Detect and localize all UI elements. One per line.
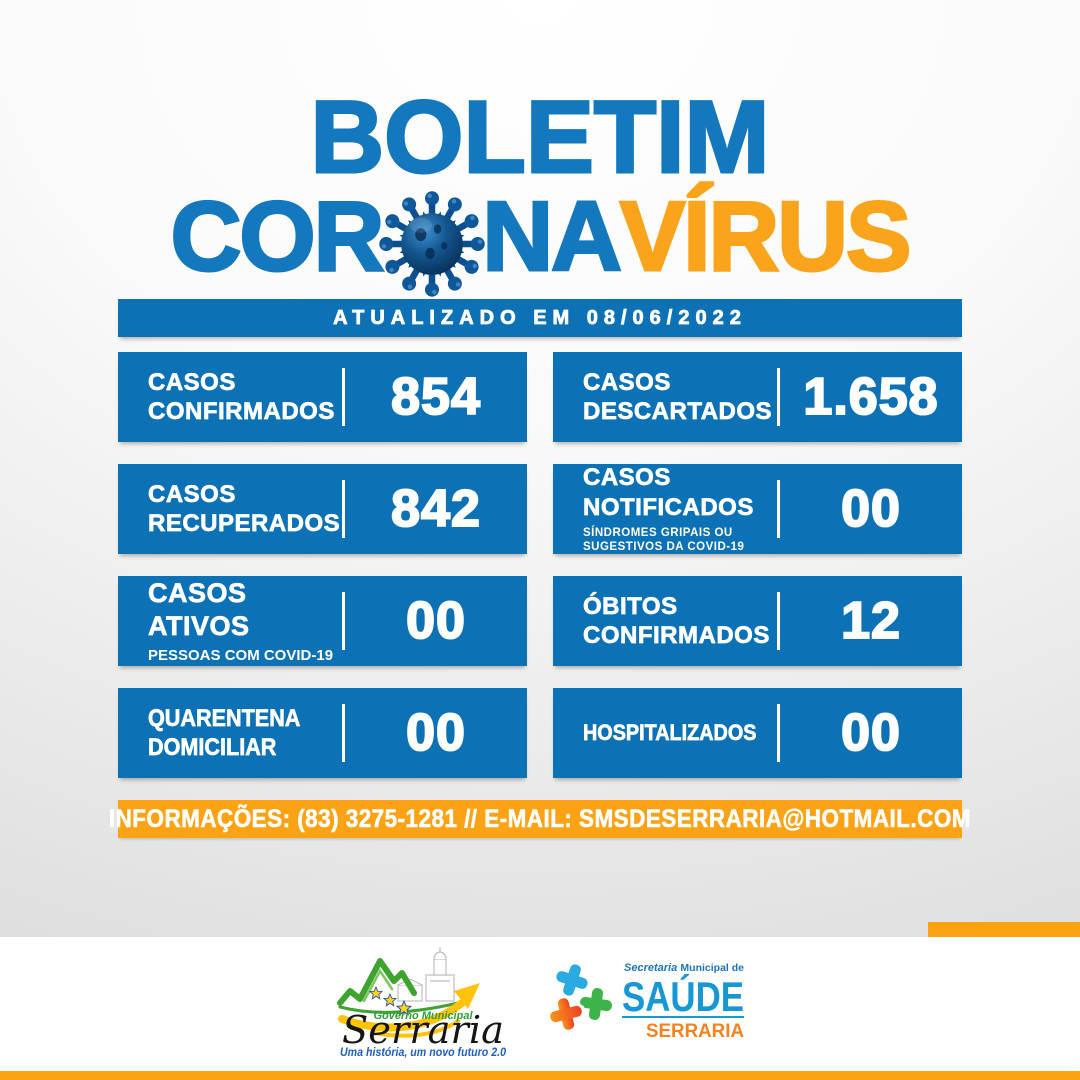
gov-logo: Governo Municipal Serraria Uma história,… <box>334 945 512 1064</box>
title-line-boletim: BOLETIM <box>309 80 771 194</box>
card-divider <box>777 480 780 538</box>
health-logo-municipal-de: Municipal de <box>680 962 744 974</box>
card-label-wrap: QUARENTENA DOMICILIAR <box>118 704 342 763</box>
card-divider <box>342 592 345 650</box>
card-label: CASOS DESCARTADOS <box>583 368 773 425</box>
stars-icon <box>368 985 413 1016</box>
card-divider <box>777 592 780 650</box>
health-logo-saude: SAÚDE <box>622 972 744 1020</box>
card-label: CASOS CONFIRMADOS <box>148 368 335 425</box>
health-logo: Secretaria Municipal de SAÚDE SERRARIA <box>542 952 746 1057</box>
title-virus: VÍRUS <box>618 181 913 291</box>
contact-banner-text: INFORMAÇÕES: (83) 3275-1281 // E-MAIL: S… <box>108 804 972 833</box>
card-value: 00 <box>840 479 901 539</box>
card-divider <box>342 704 345 762</box>
gov-logo-tagline: Uma história, um novo futuro 2.0 <box>340 1047 507 1059</box>
contact-banner: INFORMAÇÕES: (83) 3275-1281 // E-MAIL: S… <box>109 800 971 838</box>
main-title: BOLETIM COR <box>0 80 1080 297</box>
card-label: HOSPITALIZADOS <box>583 719 757 745</box>
card-casos-confirmados: CASOS CONFIRMADOS 854 <box>118 352 527 442</box>
card-label: CASOS RECUPERADOS <box>148 480 341 537</box>
side-accent-strip <box>928 922 1080 937</box>
card-label-wrap: CASOS CONFIRMADOS <box>118 368 342 427</box>
bottom-accent-strip <box>0 1071 1080 1080</box>
card-label-wrap: CASOS DESCARTADOS <box>553 368 777 427</box>
card-label: CASOS NOTIFICADOS <box>583 464 754 521</box>
title-na: NA <box>481 181 624 291</box>
card-divider <box>342 480 345 538</box>
stats-grid: CASOS CONFIRMADOS 854 CASOS DESCARTADOS … <box>118 352 962 778</box>
health-logo-secretaria: Secretaria <box>624 962 677 974</box>
card-casos-recuperados: CASOS RECUPERADOS 842 <box>118 464 527 554</box>
card-label: CASOS ATIVOS <box>148 577 250 641</box>
card-value: 854 <box>390 367 481 427</box>
card-value: 00 <box>840 703 901 763</box>
card-label-wrap: ÓBITOS CONFIRMADOS <box>553 592 777 651</box>
card-sublabel: PESSOAS COM COVID-19 <box>148 646 334 664</box>
card-value: 00 <box>405 703 466 763</box>
card-value: 00 <box>405 591 466 651</box>
gov-logo-name: Serraria <box>342 1008 504 1052</box>
buildings-sketch-icon <box>397 946 455 1002</box>
card-casos-notificados: CASOS NOTIFICADOS SÍNDROMES GRIPAIS OU S… <box>553 464 962 554</box>
card-casos-ativos: CASOS ATIVOS PESSOAS COM COVID-19 00 <box>118 576 527 666</box>
card-label: ÓBITOS CONFIRMADOS <box>583 592 770 649</box>
health-logo-serraria: SERRARIA <box>646 1021 744 1042</box>
card-label-wrap: CASOS RECUPERADOS <box>118 480 342 539</box>
update-banner-text: ATUALIZADO EM 08/06/2022 <box>333 306 747 329</box>
card-sublabel: SÍNDROMES GRIPAIS OU SUGESTIVOS DA COVID… <box>583 526 745 554</box>
title-line-coronavirus: COR <box>0 180 1080 297</box>
card-divider <box>777 368 780 426</box>
card-value: 842 <box>390 479 481 539</box>
card-label-wrap: CASOS ATIVOS PESSOAS COM COVID-19 <box>118 577 342 666</box>
card-quarentena-domiciliar: QUARENTENA DOMICILIAR 00 <box>118 688 527 778</box>
card-obitos-confirmados: ÓBITOS CONFIRMADOS 12 <box>553 576 962 666</box>
coronavirus-icon <box>376 188 488 300</box>
card-value: 12 <box>840 591 901 651</box>
card-label-wrap: HOSPITALIZADOS <box>553 719 777 747</box>
footer: Governo Municipal Serraria Uma história,… <box>0 937 1080 1071</box>
card-hospitalizados: HOSPITALIZADOS 00 <box>553 688 962 778</box>
card-label-wrap: CASOS NOTIFICADOS SÍNDROMES GRIPAIS OU S… <box>553 463 777 554</box>
card-casos-descartados: CASOS DESCARTADOS 1.658 <box>553 352 962 442</box>
health-cross-icon <box>542 954 619 1038</box>
title-cor: COR <box>169 181 386 291</box>
card-value: 1.658 <box>802 367 939 427</box>
gov-logo-line1: Governo Municipal <box>373 1010 473 1022</box>
arrow-icon <box>338 982 480 1038</box>
update-banner: ATUALIZADO EM 08/06/2022 <box>118 299 962 337</box>
card-divider <box>342 368 345 426</box>
card-label: QUARENTENA DOMICILIAR <box>148 704 301 761</box>
card-divider <box>777 704 780 762</box>
